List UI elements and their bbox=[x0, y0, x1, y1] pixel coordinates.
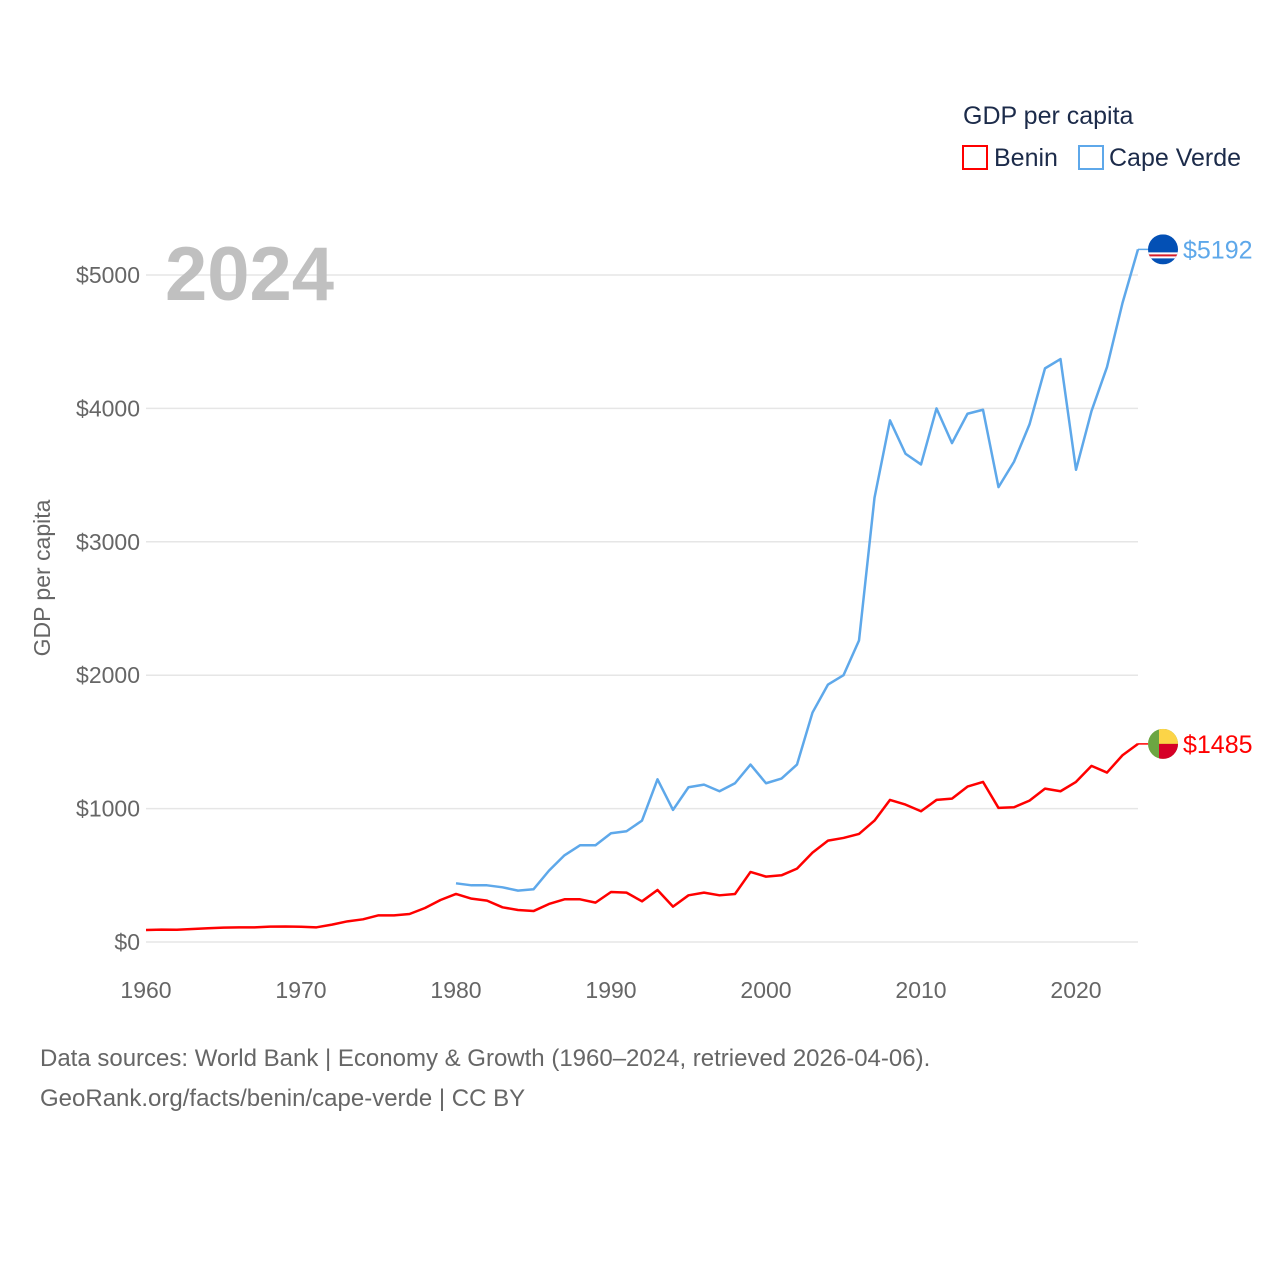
x-tick-label: 1970 bbox=[275, 977, 326, 1003]
flag-body bbox=[1148, 234, 1178, 265]
legend-title: GDP per capita bbox=[963, 102, 1134, 130]
y-tick-label: $0 bbox=[114, 929, 140, 955]
flag-blue bbox=[1148, 234, 1178, 265]
y-tick-label: $2000 bbox=[76, 662, 140, 688]
series-line-benin bbox=[145, 742, 1139, 932]
flag-benin-icon bbox=[1148, 728, 1178, 759]
legend-item-benin[interactable]: Benin bbox=[962, 144, 1058, 172]
x-tick-label: 1990 bbox=[585, 977, 636, 1003]
y-tick-label: $5000 bbox=[76, 262, 140, 288]
flag-body bbox=[1148, 728, 1178, 759]
year-overlay: 2024 bbox=[165, 232, 334, 317]
end-value-label: $5192 bbox=[1183, 236, 1253, 264]
y-tick-label: $4000 bbox=[76, 395, 140, 421]
x-tick-label: 2010 bbox=[895, 977, 946, 1003]
y-tick-label: $1000 bbox=[76, 796, 140, 822]
end-value-label: $1485 bbox=[1183, 731, 1253, 759]
series-line-cape-verde bbox=[455, 249, 1140, 892]
legend-item-cape-verde[interactable]: Cape Verde bbox=[1078, 144, 1241, 172]
data-sources: Data sources: World Bank | Economy & Gro… bbox=[40, 1045, 931, 1072]
x-tick-label: 1960 bbox=[120, 977, 171, 1003]
legend-swatch-cape-verde bbox=[1078, 145, 1104, 170]
flag-red-stripe bbox=[1148, 254, 1178, 257]
legend-label-benin: Benin bbox=[994, 144, 1058, 172]
y-axis-label: GDP per capita bbox=[29, 499, 55, 656]
legend-swatch-benin bbox=[962, 145, 988, 170]
legend-label-cape-verde: Cape Verde bbox=[1109, 144, 1241, 172]
flag-red bbox=[1159, 743, 1178, 759]
y-tick-label: $3000 bbox=[76, 529, 140, 555]
x-tick-label: 2000 bbox=[740, 977, 791, 1003]
attribution: GeoRank.org/facts/benin/cape-verde | CC … bbox=[40, 1085, 526, 1112]
x-tick-label: 1980 bbox=[430, 977, 481, 1003]
x-tick-label: 2020 bbox=[1050, 977, 1101, 1003]
flag-yellow bbox=[1159, 728, 1178, 744]
flag-cape-verde-icon bbox=[1148, 234, 1178, 265]
